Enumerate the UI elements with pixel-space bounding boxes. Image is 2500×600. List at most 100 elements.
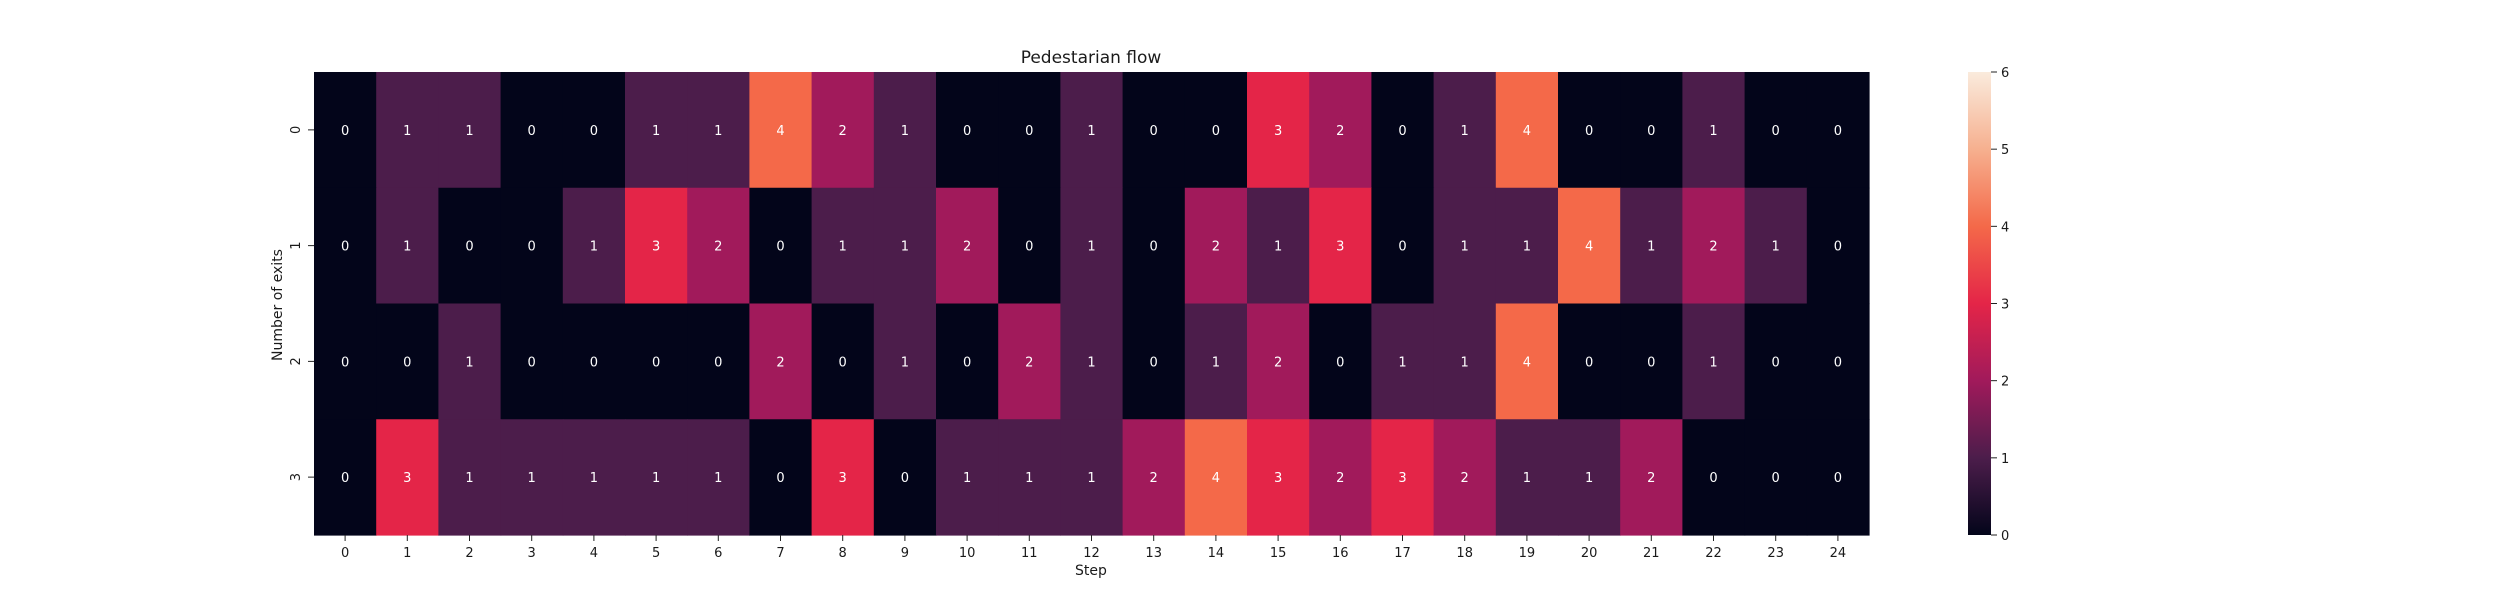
cell-value-label: 1 xyxy=(465,124,473,139)
heatmap-cell xyxy=(811,72,875,189)
cell-value-label: 0 xyxy=(1025,240,1033,255)
cell-value-label: 0 xyxy=(652,355,660,370)
x-tick-label: 11 xyxy=(1021,546,1038,561)
cell-value-label: 1 xyxy=(652,471,660,486)
heatmap-cell xyxy=(314,303,377,420)
x-tick-label: 4 xyxy=(590,546,598,561)
heatmap-cell xyxy=(1495,303,1559,420)
x-tick-label: 8 xyxy=(839,546,847,561)
colorbar-tick-label: 5 xyxy=(2001,143,2009,158)
cell-value-label: 4 xyxy=(776,124,784,139)
x-tick-label: 3 xyxy=(528,546,536,561)
x-tick-label: 0 xyxy=(341,546,349,561)
heatmap-cell xyxy=(1433,187,1497,305)
heatmap-cell xyxy=(376,419,439,536)
colorbar-tick-label: 4 xyxy=(2001,220,2009,235)
cell-value-label: 4 xyxy=(1585,240,1593,255)
cell-value-label: 0 xyxy=(1398,240,1406,255)
cell-value-label: 0 xyxy=(1150,240,1158,255)
cell-value-label: 1 xyxy=(1274,240,1282,255)
heatmap-cell xyxy=(749,303,813,420)
cell-value-label: 0 xyxy=(1834,355,1842,370)
heatmap-cell xyxy=(438,187,502,305)
heatmap-cell xyxy=(314,419,377,536)
x-tick-label: 15 xyxy=(1270,546,1287,561)
cell-value-label: 0 xyxy=(528,240,536,255)
heatmap-cell xyxy=(1558,419,1621,536)
y-axis: 0 1 2 3 xyxy=(289,126,314,481)
cell-value-label: 0 xyxy=(1709,471,1717,486)
heatmap-cell xyxy=(998,72,1061,189)
heatmap-cell xyxy=(1620,303,1683,420)
cell-value-label: 0 xyxy=(1212,124,1220,139)
heatmap-cell xyxy=(314,187,377,305)
heatmap-cell xyxy=(1122,187,1186,305)
colorbar-tick-label: 0 xyxy=(2001,529,2009,544)
x-tick-label: 5 xyxy=(652,546,660,561)
heatmap-cell xyxy=(1122,419,1186,536)
heatmap-cell xyxy=(1558,72,1621,189)
x-tick-label: 13 xyxy=(1145,546,1162,561)
heatmap-cell xyxy=(1060,187,1124,305)
heatmap-cell xyxy=(873,419,937,536)
cell-value-label: 1 xyxy=(1523,240,1531,255)
cell-value-label: 1 xyxy=(714,124,722,139)
heatmap-cell xyxy=(998,187,1061,305)
colorbar-tick-label: 3 xyxy=(2001,298,2009,313)
heatmap-cell xyxy=(1558,303,1621,420)
x-tick-label: 22 xyxy=(1705,546,1722,561)
x-tick-label: 7 xyxy=(776,546,784,561)
cell-value-label: 1 xyxy=(1461,355,1469,370)
cell-value-label: 4 xyxy=(1523,355,1531,370)
cell-value-label: 0 xyxy=(1834,471,1842,486)
y-axis-label: Number of exits xyxy=(270,249,286,361)
heatmap-cell xyxy=(500,419,564,536)
heatmap-cell xyxy=(625,187,688,305)
heatmap-cell xyxy=(1309,187,1372,305)
colorbar-gradient xyxy=(1968,72,1991,535)
heatmap-cell xyxy=(936,303,999,420)
cell-value-label: 0 xyxy=(714,355,722,370)
heatmap-cell xyxy=(1122,303,1186,420)
cell-value-label: 0 xyxy=(1025,124,1033,139)
cell-value-label: 1 xyxy=(901,124,909,139)
cell-value-label: 2 xyxy=(839,124,847,139)
heatmap-cell xyxy=(1309,419,1372,536)
cell-value-label: 1 xyxy=(1461,124,1469,139)
cell-value-label: 1 xyxy=(465,355,473,370)
cell-value-label: 0 xyxy=(590,124,598,139)
y-tick-label: 0 xyxy=(289,126,304,134)
cell-value-label: 1 xyxy=(1087,471,1095,486)
colorbar-tick-label: 2 xyxy=(2001,375,2009,390)
heatmap-cell xyxy=(1682,187,1746,305)
heatmap-cell xyxy=(562,419,626,536)
x-tick-label: 14 xyxy=(1208,546,1225,561)
heatmap-cell xyxy=(562,303,626,420)
heatmap-cell xyxy=(1682,72,1746,189)
colorbar-tick-label: 1 xyxy=(2001,452,2009,467)
x-axis: 0 1 2 3 4 5 6 7 8 9 10 11 12 13 14 15 16 17 18 19 20 21 22 23 24 xyxy=(341,535,1846,561)
heatmap-cell xyxy=(1122,72,1186,189)
heatmap-cell xyxy=(749,419,813,536)
cell-value-label: 4 xyxy=(1523,124,1531,139)
cell-value-label: 2 xyxy=(1336,471,1344,486)
heatmap-cell xyxy=(500,72,564,189)
cell-value-label: 2 xyxy=(1150,471,1158,486)
cell-value-label: 1 xyxy=(590,240,598,255)
heatmap-cell xyxy=(1620,187,1683,305)
x-tick-label: 24 xyxy=(1830,546,1847,561)
heatmap-cell xyxy=(376,303,439,420)
cell-value-label: 2 xyxy=(714,240,722,255)
y-tick-label: 1 xyxy=(289,241,304,249)
heatmap-cell xyxy=(1744,303,1808,420)
x-tick-label: 9 xyxy=(901,546,909,561)
cell-value-label: 0 xyxy=(963,355,971,370)
heatmap-cell xyxy=(1495,419,1559,536)
cell-value-label: 1 xyxy=(901,240,909,255)
heatmap-cell xyxy=(1433,303,1497,420)
cell-value-label: 1 xyxy=(1647,240,1655,255)
cell-value-label: 1 xyxy=(1025,471,1033,486)
cell-value-label: 1 xyxy=(403,124,411,139)
x-tick-label: 1 xyxy=(403,546,411,561)
heatmap-cell xyxy=(1247,72,1310,189)
